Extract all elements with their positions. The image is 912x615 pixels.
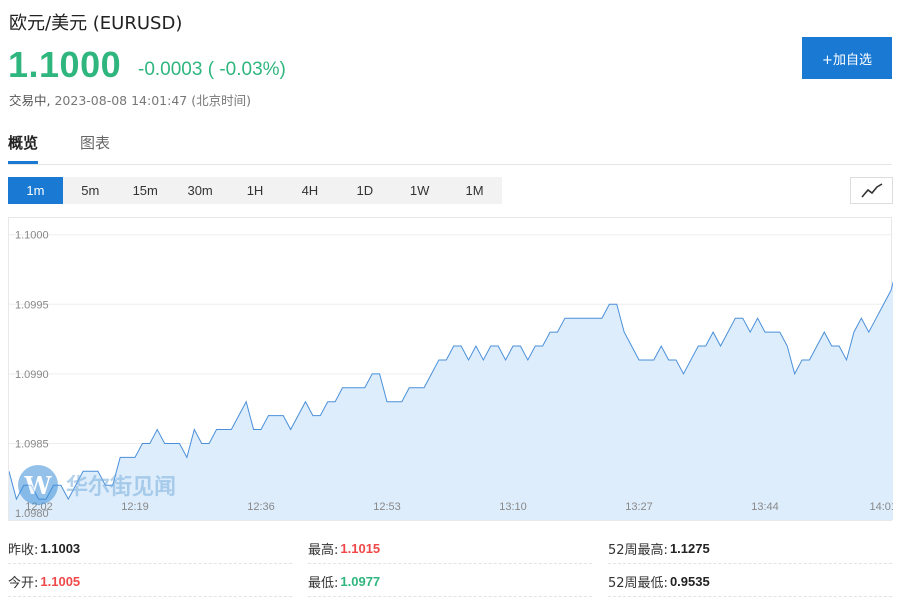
stat-value: 1.1015 — [340, 540, 381, 556]
period-1d[interactable]: 1D — [356, 183, 374, 198]
stat-label: 昨收: — [8, 542, 39, 558]
stat-value: 0.9535 — [669, 573, 710, 589]
y-tick-label: 1.0990 — [15, 369, 49, 381]
price-change: -0.0003 ( -0.03%) — [138, 59, 286, 80]
period-4h[interactable]: 4H — [301, 183, 319, 198]
period-30m[interactable]: 30m — [187, 183, 213, 198]
x-tick-label: 13:10 — [499, 501, 527, 513]
tab-overview[interactable]: 概览 — [8, 132, 39, 164]
period-1m[interactable]: 1m — [8, 177, 63, 204]
x-tick-label: 12:36 — [247, 501, 275, 513]
period-1h[interactable]: 1H — [246, 183, 264, 198]
x-tick-label: 12:53 — [373, 501, 401, 513]
stats-row: 今开: 1.1005 最低: 1.0977 52周最低: 0.9535 — [8, 566, 892, 600]
instrument-title: 欧元/美元 (EURUSD) — [9, 13, 183, 34]
tab-chart[interactable]: 图表 — [80, 134, 111, 152]
status-label: 交易中, — [9, 93, 51, 108]
y-tick-label: 1.1000 — [15, 230, 49, 242]
watermark-text: 华尔街见闻 — [66, 474, 177, 500]
add-watchlist-button[interactable]: +加自选 — [802, 37, 892, 79]
chart-type-toggle[interactable] — [850, 177, 893, 204]
stat-value: 1.1005 — [40, 573, 81, 589]
price-line — [9, 280, 893, 501]
stat-open: 今开: 1.1005 — [8, 566, 292, 597]
stat-prev-close: 昨收: 1.1003 — [8, 533, 292, 564]
stat-high: 最高: 1.1015 — [308, 533, 592, 564]
stat-label: 52周最低: — [608, 575, 668, 591]
price-area — [9, 282, 893, 520]
trading-status: 交易中, 2023-08-08 14:01:47 (北京时间) — [9, 90, 251, 109]
quote-timestamp: 2023-08-08 14:01:47 (北京时间) — [54, 93, 251, 108]
stat-value: 1.0977 — [340, 573, 381, 589]
line-chart-icon — [860, 182, 882, 198]
period-5m[interactable]: 5m — [81, 183, 100, 198]
stat-low: 最低: 1.0977 — [308, 566, 592, 597]
price-chart[interactable]: 1.1000 1.0995 1.0990 1.0985 1.0980 12:02 12:19… — [8, 217, 893, 521]
x-tick-label: 13:27 — [625, 501, 653, 513]
stat-label: 52周最高: — [608, 542, 668, 558]
x-tick-label: 12:19 — [121, 501, 149, 513]
stat-label: 最低: — [308, 575, 339, 591]
period-15m[interactable]: 15m — [132, 183, 158, 198]
stat-value: 1.1003 — [40, 540, 81, 556]
stats-row: 昨收: 1.1003 最高: 1.1015 52周最高: 1.1275 — [8, 533, 892, 567]
watermark-logo: W — [18, 465, 58, 505]
x-tick-label: 14:01 — [869, 501, 893, 513]
period-1mo[interactable]: 1M — [465, 183, 484, 198]
y-tick-label: 1.0995 — [15, 299, 49, 311]
period-1w[interactable]: 1W — [409, 183, 430, 198]
stat-value: 1.1275 — [669, 540, 710, 556]
y-tick-label: 1.0985 — [15, 438, 49, 450]
last-price: 1.1000 — [8, 44, 122, 85]
stat-label: 最高: — [308, 542, 339, 558]
y-tick-label: 1.0980 — [15, 508, 49, 520]
x-tick-label: 13:44 — [751, 501, 779, 513]
watermark: W 华尔街见闻 — [18, 465, 176, 505]
stat-52w-low: 52周最低: 0.9535 — [608, 566, 892, 597]
tab-bar: 概览 图表 — [8, 128, 892, 165]
period-selector: 1m 5m 15m 30m 1H 4H 1D 1W 1M — [8, 177, 502, 204]
stat-label: 今开: — [8, 575, 39, 591]
stat-52w-high: 52周最高: 1.1275 — [608, 533, 892, 564]
